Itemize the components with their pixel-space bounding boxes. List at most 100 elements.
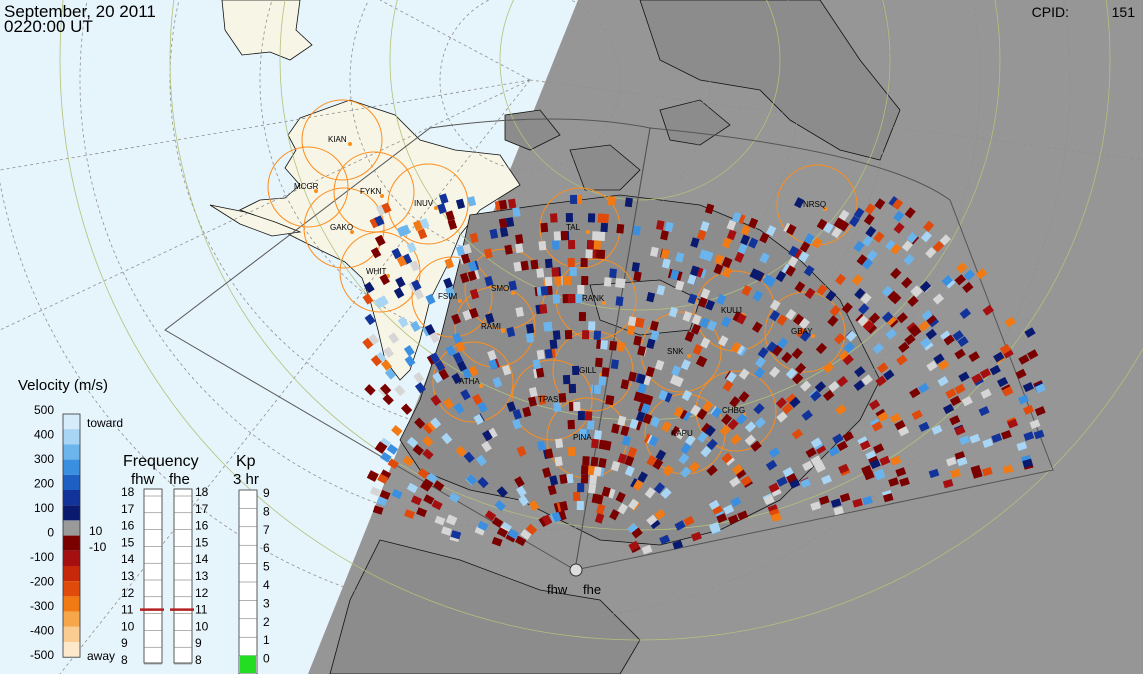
scatter-cell <box>750 440 762 452</box>
station-label-kapu: KAPU <box>671 429 693 438</box>
scatter-cell <box>897 426 910 437</box>
scatter-cell <box>673 406 684 418</box>
scatter-cell <box>550 213 558 223</box>
scatter-cell <box>757 346 769 359</box>
kp-tick: 9 <box>263 486 270 500</box>
scatter-cell <box>578 312 586 322</box>
scatter-cell <box>894 419 906 431</box>
scatter-cell <box>477 401 488 413</box>
scatter-cell <box>788 245 799 258</box>
frequency-tick-right: 16 <box>195 519 209 533</box>
scatter-cell <box>716 513 728 524</box>
scatter-cell <box>605 395 614 405</box>
scatter-cell <box>687 274 697 285</box>
scatter-cell <box>898 341 910 353</box>
scatter-cell <box>593 330 602 340</box>
scatter-cell <box>949 415 961 426</box>
scatter-cell <box>771 345 783 357</box>
scatter-cell <box>725 371 737 383</box>
scatter-cell <box>918 320 930 332</box>
kp-tick: 2 <box>263 615 270 629</box>
scatter-cell <box>411 279 422 291</box>
scatter-cell <box>832 433 844 445</box>
scatter-cell <box>617 503 629 515</box>
scatter-cell <box>690 323 701 335</box>
scatter-cell <box>587 483 597 494</box>
scatter-cell <box>680 359 691 371</box>
scatter-cell <box>991 433 1003 443</box>
frequency-column-fhe <box>173 488 193 664</box>
scatter-cell <box>868 399 881 411</box>
scatter-cell <box>1034 406 1046 416</box>
kp-tick: 5 <box>263 560 270 574</box>
scatter-cell <box>721 237 732 249</box>
station-label-chbg: CHBG <box>722 406 745 415</box>
scatter-cell <box>687 293 698 305</box>
scatter-cell <box>701 422 713 435</box>
scatter-cell <box>528 396 537 407</box>
scatter-cell <box>928 468 940 479</box>
scatter-cell <box>786 224 797 236</box>
scatter-cell <box>462 309 473 321</box>
scatter-cell <box>481 440 492 453</box>
scatter-cell <box>469 288 480 300</box>
scatter-cell <box>459 272 470 284</box>
scatter-cell <box>853 379 865 392</box>
scatter-cell <box>805 447 817 458</box>
scatter-cell <box>563 275 572 286</box>
scatter-cell <box>403 344 415 357</box>
scatter-cell <box>536 349 545 360</box>
scatter-cell <box>877 411 889 423</box>
scatter-cell <box>650 246 659 257</box>
scatter-cell <box>925 313 937 325</box>
scatter-cell <box>429 332 440 344</box>
scatter-cell <box>617 453 628 464</box>
scatter-cell <box>439 193 449 205</box>
scatter-cell <box>828 381 840 393</box>
scatter-cell <box>959 435 971 446</box>
scatter-cell <box>713 263 724 275</box>
scatter-cell <box>587 465 596 476</box>
scatter-cell <box>468 365 479 377</box>
scatter-cell <box>911 286 923 298</box>
station-label-tal: TAL <box>566 223 581 232</box>
scatter-cell <box>555 438 564 449</box>
scatter-cell <box>695 355 707 367</box>
scatter-cell <box>970 465 982 475</box>
velocity-color-step <box>63 490 80 506</box>
scatter-cell <box>525 323 535 334</box>
velocity-legend-title: Velocity (m/s) <box>18 377 108 394</box>
scatter-cell <box>637 383 647 394</box>
scatter-cell <box>675 252 685 263</box>
scatter-cell <box>731 211 742 223</box>
scatter-cell <box>559 501 569 512</box>
scatter-cell <box>635 317 645 328</box>
station-label-gbay: GBAY <box>791 327 813 336</box>
scatter-cell <box>628 498 639 510</box>
scatter-cell <box>573 401 581 411</box>
scatter-cell <box>700 446 712 458</box>
scatter-cell <box>551 511 562 523</box>
scatter-cell <box>637 345 647 357</box>
scatter-cell <box>681 389 693 402</box>
scatter-cell <box>621 435 632 447</box>
scatter-cell <box>736 313 747 325</box>
scatter-cell <box>754 417 766 429</box>
scatter-cell <box>704 425 716 437</box>
scatter-cell <box>564 329 573 340</box>
scatter-cell <box>838 463 850 474</box>
velocity-colorbar-frame <box>62 413 81 658</box>
scatter-cell <box>982 438 994 448</box>
fov-circle-gako <box>303 187 385 269</box>
scatter-cell <box>393 287 405 299</box>
scatter-cell <box>422 422 435 435</box>
scatter-cell <box>615 491 626 503</box>
scatter-cell <box>404 355 416 367</box>
scatter-cell <box>593 466 602 477</box>
scatter-cell <box>937 376 949 387</box>
scatter-cell <box>932 240 945 253</box>
scatter-cell <box>380 359 393 371</box>
scatter-cell <box>768 482 780 493</box>
landmass-greenland-fragment <box>221 0 313 61</box>
scatter-cell <box>908 324 920 336</box>
